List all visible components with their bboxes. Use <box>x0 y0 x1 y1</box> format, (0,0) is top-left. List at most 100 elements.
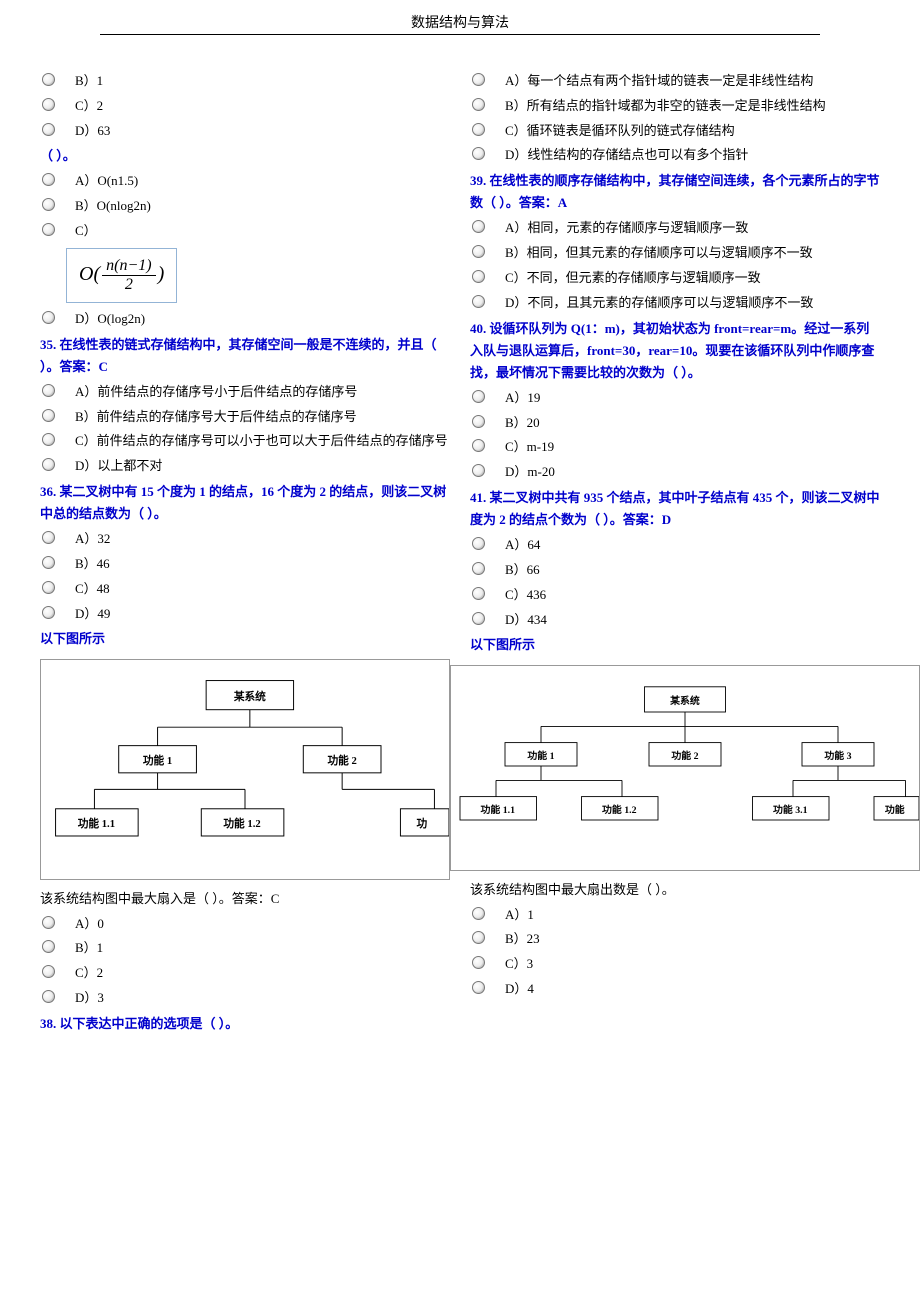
option[interactable]: A）每一个结点有两个指针域的链表一定是非线性结构 <box>470 69 880 94</box>
option[interactable]: B）66 <box>470 558 880 583</box>
question-37: 该系统结构图中最大扇入是（ ）。答案：C <box>40 886 450 912</box>
option[interactable]: B）23 <box>470 927 880 952</box>
option[interactable]: A）前件结点的存储序号小于后件结点的存储序号 <box>40 380 450 405</box>
option[interactable]: B）1 <box>40 936 450 961</box>
radio-icon <box>472 98 485 111</box>
option[interactable]: D）线性结构的存储结点也可以有多个指针 <box>470 143 880 168</box>
radio-icon <box>42 223 55 236</box>
option-label: B）46 <box>75 554 450 575</box>
radio-icon <box>42 73 55 86</box>
page-title: 数据结构与算法 <box>399 12 521 34</box>
radio-icon <box>42 531 55 544</box>
option[interactable]: B）所有结点的指针域都为非空的链表一定是非线性结构 <box>470 94 880 119</box>
option-label: B）23 <box>505 929 880 950</box>
option-label: A）前件结点的存储序号小于后件结点的存储序号 <box>75 382 450 403</box>
option-label: D）49 <box>75 604 450 625</box>
option[interactable]: D）不同，且其元素的存储顺序可以与逻辑顺序不一致 <box>470 291 880 316</box>
tree-node: 功能 1 <box>143 754 172 767</box>
option[interactable]: C）3 <box>470 952 880 977</box>
option[interactable]: C）48 <box>40 577 450 602</box>
radio-icon <box>472 220 485 233</box>
formula-O: O( <box>79 263 100 285</box>
radio-icon <box>42 940 55 953</box>
option[interactable]: B）相同，但其元素的存储顺序可以与逻辑顺序不一致 <box>470 241 880 266</box>
option-label: B）前件结点的存储序号大于后件结点的存储序号 <box>75 407 450 428</box>
option[interactable]: A）19 <box>470 386 880 411</box>
radio-icon <box>472 612 485 625</box>
radio-icon <box>472 295 485 308</box>
option[interactable]: D）以上都不对 <box>40 454 450 479</box>
tree-node: 功能 1.2 <box>223 817 260 830</box>
option[interactable]: B）46 <box>40 552 450 577</box>
option-label: A）64 <box>505 535 880 556</box>
option-label: B）所有结点的指针域都为非空的链表一定是非线性结构 <box>505 96 880 117</box>
option-label: A）0 <box>75 914 450 935</box>
option[interactable]: C）循环链表是循环队列的链式存储结构 <box>470 119 880 144</box>
radio-icon <box>42 916 55 929</box>
figure-caption: 以下图所示 <box>40 626 450 652</box>
option[interactable]: C）m-19 <box>470 435 880 460</box>
option-label: C）不同，但元素的存储顺序与逻辑顺序一致 <box>505 268 880 289</box>
option[interactable]: C） <box>40 219 450 244</box>
option[interactable]: B）前件结点的存储序号大于后件结点的存储序号 <box>40 405 450 430</box>
radio-icon <box>42 606 55 619</box>
option[interactable]: D）63 <box>40 119 450 144</box>
option[interactable]: D）4 <box>470 977 880 1002</box>
option[interactable]: B）O(nlog2n) <box>40 194 450 219</box>
option[interactable]: C）2 <box>40 961 450 986</box>
option[interactable]: A）O(n1.5) <box>40 169 450 194</box>
formula-numerator: n(n−1) <box>102 257 155 276</box>
radio-icon <box>472 907 485 920</box>
option-label: D）63 <box>75 121 450 142</box>
option[interactable]: D）m-20 <box>470 460 880 485</box>
option[interactable]: D）434 <box>470 608 880 633</box>
radio-icon <box>472 390 485 403</box>
option-label: C）2 <box>75 96 450 117</box>
option-label: D）434 <box>505 610 880 631</box>
option[interactable]: C）不同，但元素的存储顺序与逻辑顺序一致 <box>470 266 880 291</box>
radio-icon <box>42 384 55 397</box>
option[interactable]: C）2 <box>40 94 450 119</box>
radio-icon <box>42 581 55 594</box>
option[interactable]: A）32 <box>40 527 450 552</box>
option[interactable]: A）1 <box>470 903 880 928</box>
option[interactable]: D）3 <box>40 986 450 1011</box>
option-label: D）O(log2n) <box>75 309 450 330</box>
option-label: B）20 <box>505 413 880 434</box>
option[interactable]: A）0 <box>40 912 450 937</box>
radio-icon <box>472 587 485 600</box>
option-label: B）1 <box>75 71 450 92</box>
option[interactable]: C）前件结点的存储序号可以小于也可以大于后件结点的存储序号 <box>40 429 450 454</box>
option[interactable]: D）49 <box>40 602 450 627</box>
radio-icon <box>472 123 485 136</box>
option[interactable]: B）20 <box>470 411 880 436</box>
system-tree-diagram: 某系统 功能 1 功能 2 功能 3 <box>450 665 920 871</box>
option-label: C）2 <box>75 963 450 984</box>
tree-root: 某系统 <box>670 693 700 706</box>
question-35: 35. 在线性表的链式存储结构中，其存储空间一般是不连续的，并且（ ）。答案：C <box>40 332 450 380</box>
tree-node: 功能 1 <box>527 748 554 761</box>
option-label: C）m-19 <box>505 437 880 458</box>
option[interactable]: A）相同，元素的存储顺序与逻辑顺序一致 <box>470 216 880 241</box>
option[interactable]: A）64 <box>470 533 880 558</box>
option-label: D）3 <box>75 988 450 1009</box>
radio-icon <box>472 270 485 283</box>
tree-node: 功能 1.2 <box>602 802 637 815</box>
option[interactable]: C）436 <box>470 583 880 608</box>
two-column-layout: B）1 C）2 D）63 （ ）。 A）O(n1.5) B）O(nlog2n) … <box>0 39 920 1057</box>
tree-node: 功能 2 <box>671 748 698 761</box>
formula-denominator: 2 <box>102 276 155 294</box>
option-label: C）436 <box>505 585 880 606</box>
tree-node: 功能 2 <box>327 754 356 767</box>
tree-node: 功能 1.1 <box>78 817 115 830</box>
option-label: C）循环链表是循环队列的链式存储结构 <box>505 121 880 142</box>
right-column: A）每一个结点有两个指针域的链表一定是非线性结构 B）所有结点的指针域都为非空的… <box>470 69 880 1037</box>
radio-icon <box>472 931 485 944</box>
radio-icon <box>472 415 485 428</box>
radio-icon <box>472 464 485 477</box>
option[interactable]: D）O(log2n) <box>40 307 450 332</box>
question-38: 38. 以下表达中正确的选项是（ ）。 <box>40 1011 450 1037</box>
radio-icon <box>42 965 55 978</box>
option[interactable]: B）1 <box>40 69 450 94</box>
tree-svg: 某系统 功能 1 功能 2 功能 3 <box>451 666 919 866</box>
